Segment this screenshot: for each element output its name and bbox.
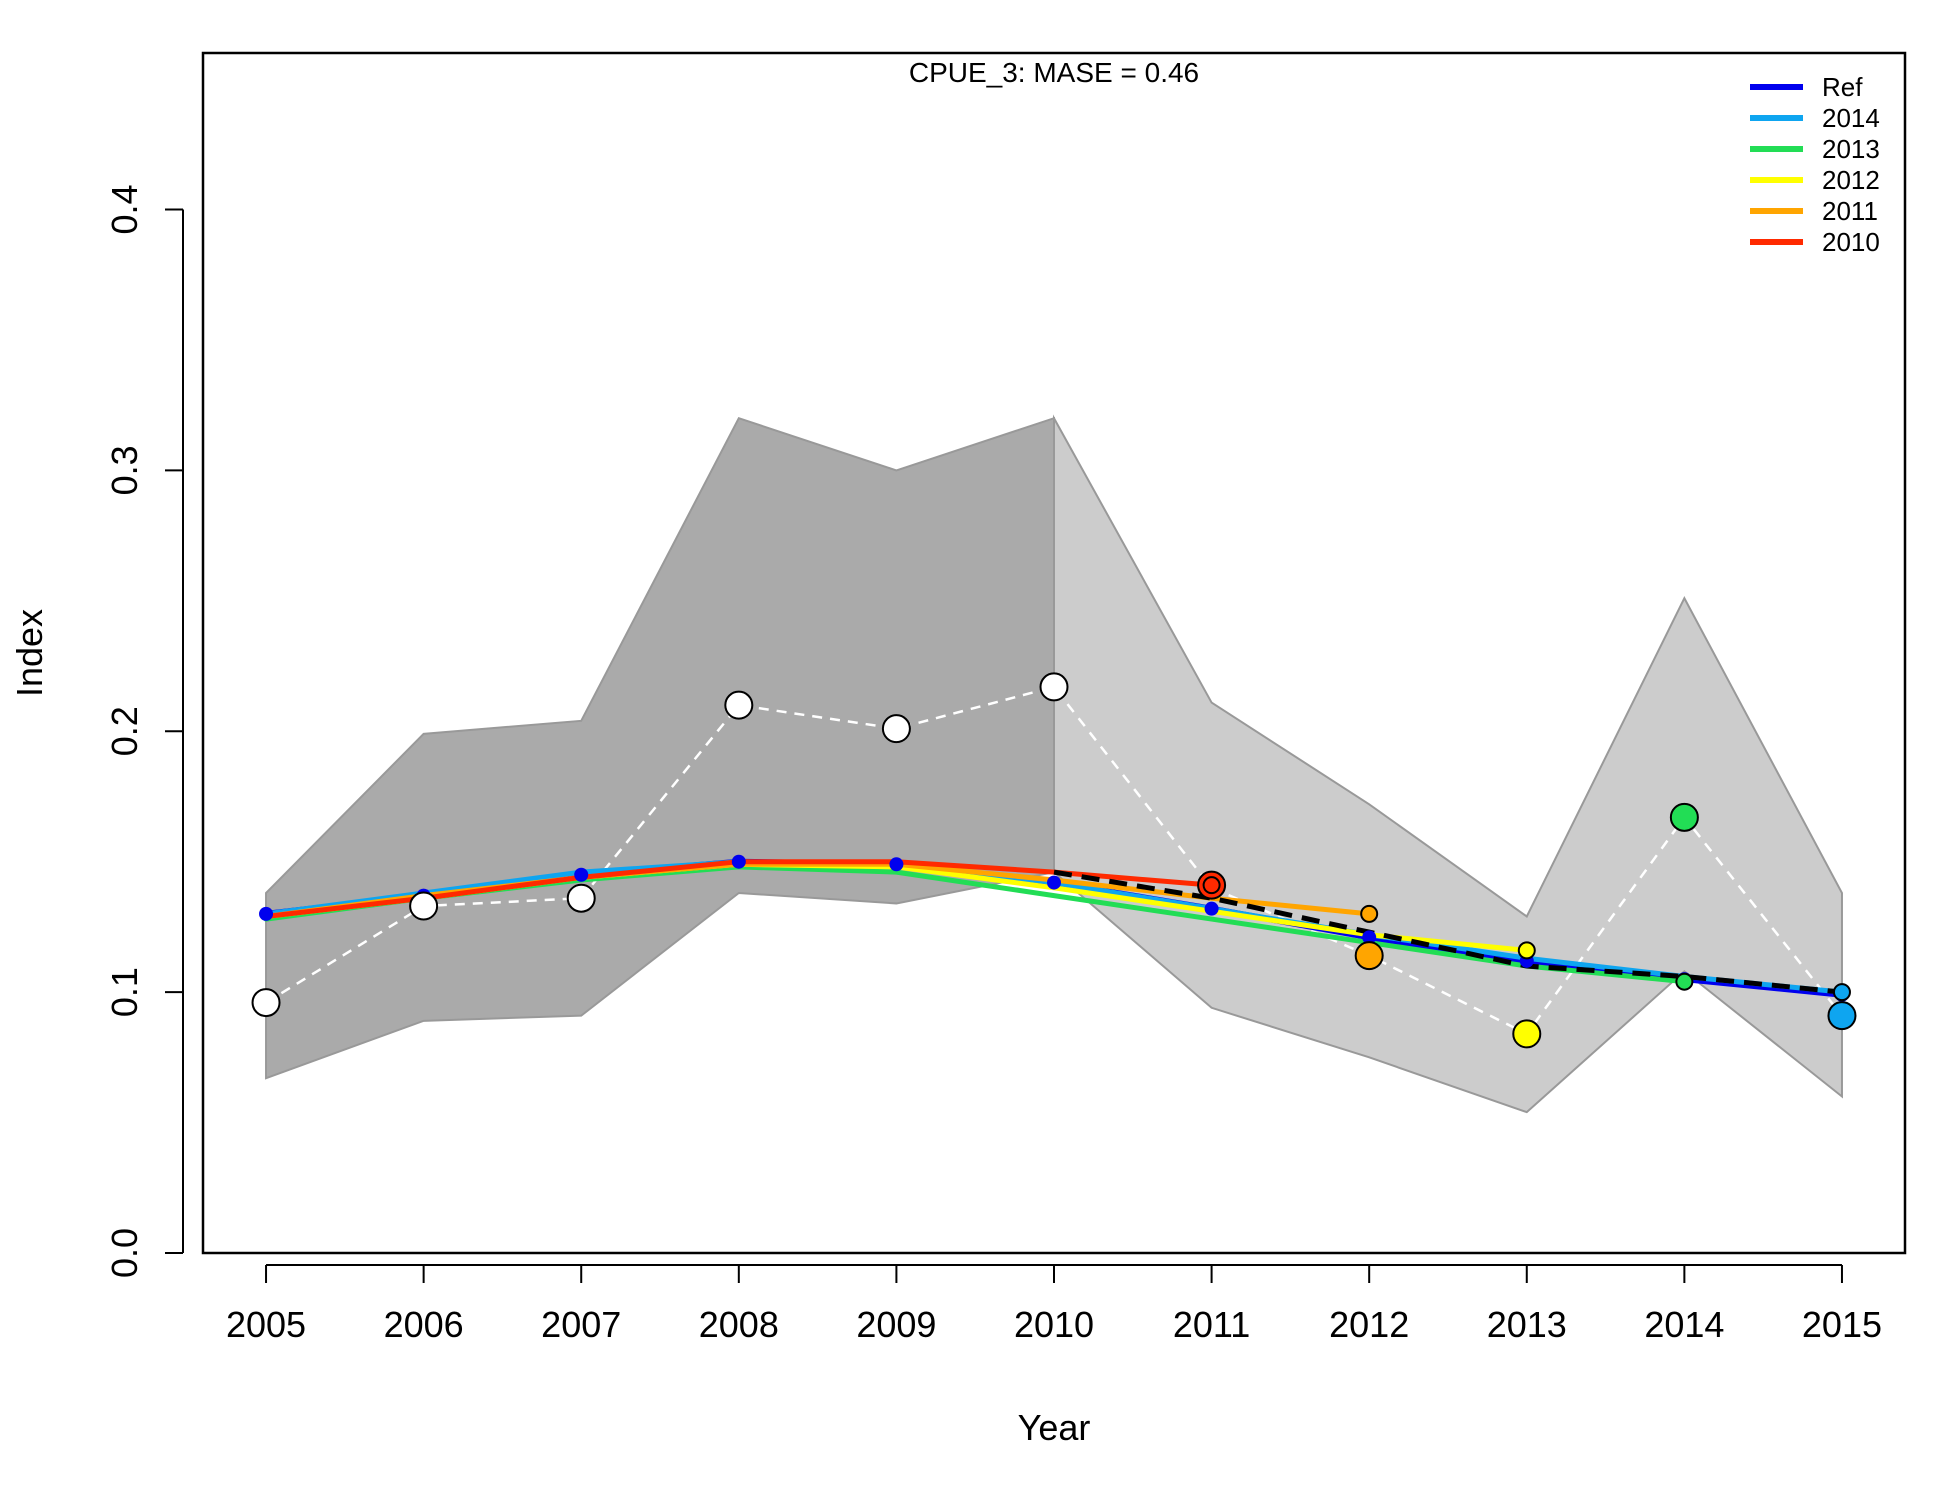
y-tick-label: 0.2 [104,706,145,756]
legend-label-2013: 2013 [1822,134,1880,164]
observed-dashed-line [265,685,1843,1036]
observed-point [251,988,281,1018]
ci-band-light [1053,414,1843,1114]
ref-point [889,857,904,872]
legend-label-2011: 2011 [1822,196,1878,226]
x-tick-label: 2010 [1014,1304,1094,1345]
ref-point [1047,875,1061,890]
plot-frame [201,51,1907,1255]
forecast-point [1832,983,1851,1002]
x-tick-label: 2005 [226,1304,306,1345]
y-tick-label: 0.3 [104,445,145,495]
x-tick-label: 2014 [1644,1304,1724,1345]
y-tick-label: 0.4 [104,184,145,234]
observed-point-colored [1354,941,1384,971]
x-tick-label: 2006 [384,1304,464,1345]
ref-point [1204,901,1219,916]
legend-label-2010: 2010 [1822,227,1880,257]
confidence-bands [265,414,1843,1114]
y-tick-label: 0.0 [104,1228,145,1278]
x-tick-label: 2008 [699,1304,779,1345]
legend-label-ref: Ref [1822,72,1863,102]
observed-point [409,891,439,921]
x-tick-label: 2015 [1802,1304,1882,1345]
x-tick-label: 2009 [856,1304,936,1345]
y-axis-label: Index [9,609,50,697]
legend-label-2012: 2012 [1822,165,1880,195]
ref-point [259,906,274,921]
observed-point-colored [1827,1001,1857,1031]
x-tick-label: 2011 [1173,1304,1250,1345]
hindcast-dashed-line [1053,869,1843,995]
points-layer [251,672,1857,1049]
observed-point [881,714,911,744]
observed-point [724,690,754,720]
observed-point [566,883,596,913]
observed-line [265,685,1843,1036]
ref-point [1362,930,1377,945]
x-axis-label: Year [1018,1407,1091,1448]
x-tick-label: 2007 [541,1304,621,1345]
hindcast-path [1053,869,1843,995]
forecast-point [1675,972,1694,991]
forecast-point [1517,941,1536,960]
ci-band-dark [265,416,1055,1080]
observed-point [1039,672,1069,702]
ref-point [731,854,746,869]
chart-title: CPUE_3: MASE = 0.46 [909,57,1199,88]
ref-point [574,867,589,882]
x-tick-label: 2013 [1487,1304,1567,1345]
legend-label-2014: 2014 [1822,103,1880,133]
x-tick-label: 2012 [1329,1304,1409,1345]
observed-point-colored [1512,1019,1542,1049]
observed-point-colored [1669,802,1699,832]
y-tick-label: 0.1 [104,967,145,1017]
forecast-point [1202,876,1221,895]
forecast-point [1360,904,1379,923]
